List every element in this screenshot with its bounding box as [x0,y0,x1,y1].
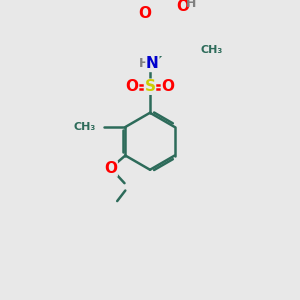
Text: H: H [139,57,149,70]
Text: O: O [126,79,139,94]
Text: O: O [176,0,189,14]
Text: CH₃: CH₃ [74,122,96,132]
Text: O: O [104,161,117,176]
Text: O: O [161,79,174,94]
Text: H: H [185,0,196,10]
Text: S: S [145,79,155,94]
Text: N: N [146,56,159,71]
Text: O: O [139,6,152,21]
Text: CH₃: CH₃ [200,45,223,55]
